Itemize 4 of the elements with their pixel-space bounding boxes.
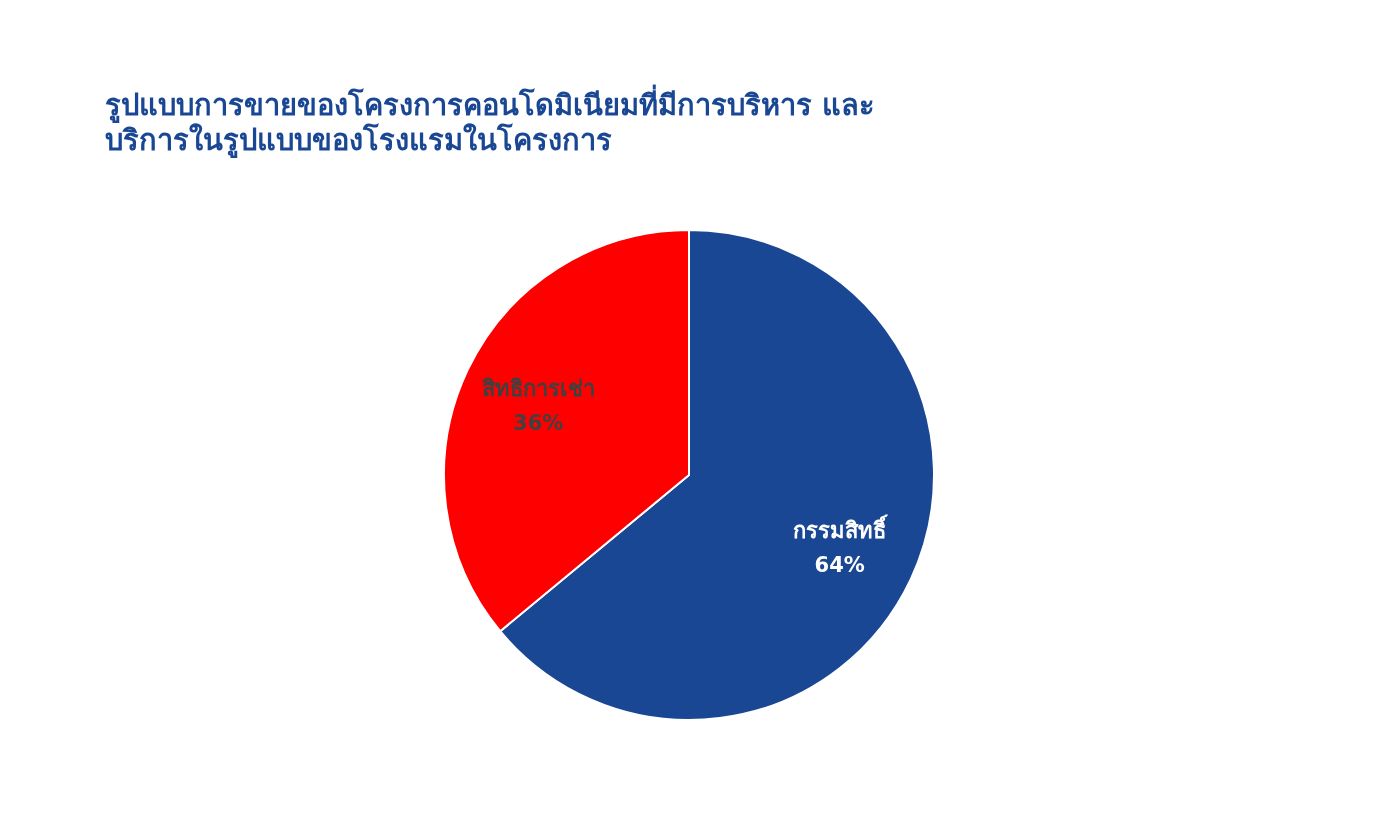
slice-label: สิทธิการเช่า (481, 376, 595, 402)
data-label: 64% (814, 552, 865, 577)
data-label: 36% (513, 411, 564, 436)
slice-label: กรรมสิทธิ์ (793, 513, 889, 543)
